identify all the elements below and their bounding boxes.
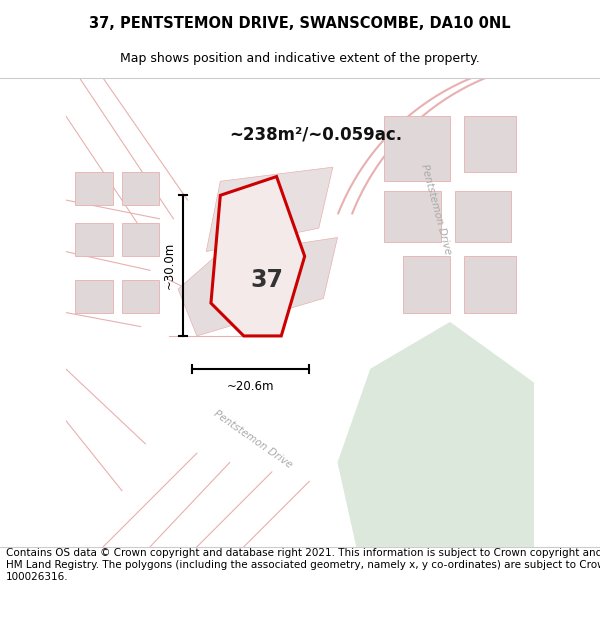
Bar — [75, 280, 113, 312]
Polygon shape — [403, 256, 450, 312]
Polygon shape — [385, 116, 450, 181]
Polygon shape — [178, 238, 337, 336]
Bar — [122, 172, 160, 205]
Text: ~20.6m: ~20.6m — [227, 381, 275, 394]
Polygon shape — [455, 191, 511, 242]
Text: ~30.0m: ~30.0m — [163, 242, 176, 289]
Bar — [122, 223, 160, 256]
Bar — [75, 223, 113, 256]
Text: ~238m²/~0.059ac.: ~238m²/~0.059ac. — [230, 126, 403, 143]
Text: Map shows position and indicative extent of the property.: Map shows position and indicative extent… — [120, 52, 480, 65]
Text: 37: 37 — [251, 268, 284, 292]
Polygon shape — [337, 322, 535, 547]
Text: 37, PENTSTEMON DRIVE, SWANSCOMBE, DA10 0NL: 37, PENTSTEMON DRIVE, SWANSCOMBE, DA10 0… — [89, 16, 511, 31]
Text: Pentstemon Drive: Pentstemon Drive — [419, 163, 453, 256]
Bar — [122, 280, 160, 312]
Polygon shape — [385, 191, 440, 242]
Text: Pentstemon Drive: Pentstemon Drive — [212, 408, 294, 470]
Polygon shape — [211, 176, 305, 336]
Polygon shape — [206, 167, 333, 251]
Polygon shape — [464, 116, 515, 172]
Text: Contains OS data © Crown copyright and database right 2021. This information is : Contains OS data © Crown copyright and d… — [6, 549, 600, 582]
Bar — [75, 172, 113, 205]
Polygon shape — [464, 256, 515, 312]
